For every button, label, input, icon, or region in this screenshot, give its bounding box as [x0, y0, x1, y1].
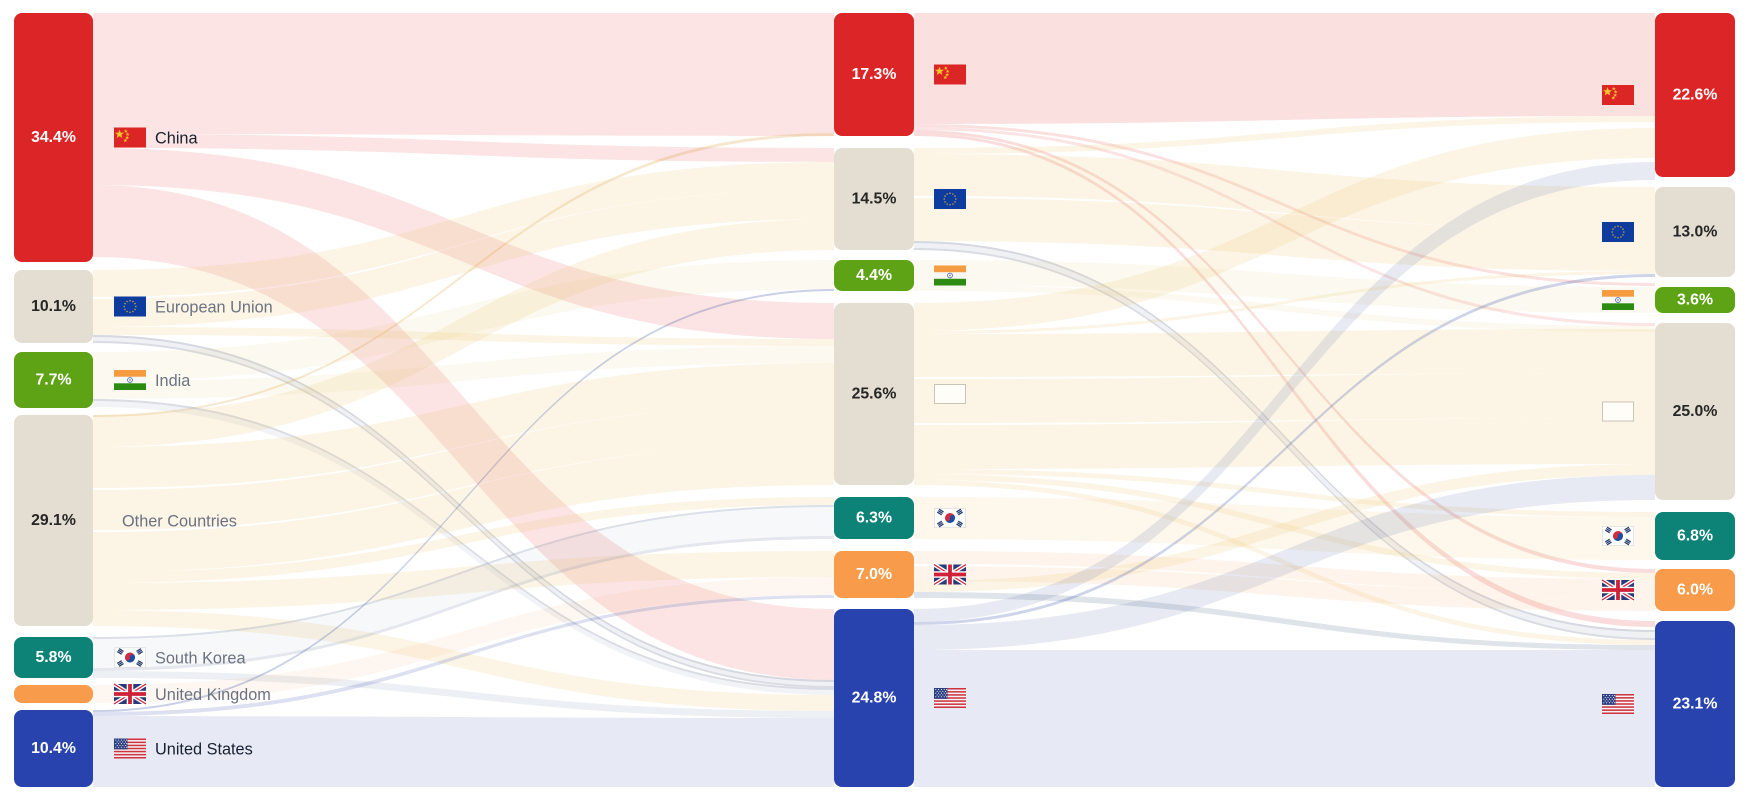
svg-text:South Korea: South Korea — [155, 650, 246, 668]
svg-text:34.4%: 34.4% — [31, 129, 76, 146]
svg-text:29.1%: 29.1% — [31, 512, 76, 529]
svg-text:10.4%: 10.4% — [31, 740, 76, 757]
svg-text:United States: United States — [155, 741, 253, 759]
svg-text:5.8%: 5.8% — [35, 649, 71, 666]
svg-text:25.0%: 25.0% — [1673, 403, 1718, 420]
svg-text:14.5%: 14.5% — [852, 191, 897, 208]
svg-text:23.1%: 23.1% — [1673, 696, 1718, 713]
svg-text:China: China — [155, 130, 198, 148]
svg-text:6.8%: 6.8% — [1677, 528, 1713, 545]
svg-text:17.3%: 17.3% — [852, 66, 897, 83]
svg-text:13.0%: 13.0% — [1673, 224, 1718, 241]
svg-text:22.6%: 22.6% — [1673, 87, 1718, 104]
svg-text:United Kingdom: United Kingdom — [155, 686, 271, 704]
svg-text:Other Countries: Other Countries — [122, 513, 237, 531]
svg-text:24.8%: 24.8% — [852, 690, 897, 707]
svg-text:7.7%: 7.7% — [35, 372, 71, 389]
svg-text:3.6%: 3.6% — [1677, 292, 1713, 309]
svg-text:25.6%: 25.6% — [852, 386, 897, 403]
svg-text:European Union: European Union — [155, 299, 273, 317]
svg-text:6.0%: 6.0% — [1677, 582, 1713, 599]
svg-text:10.1%: 10.1% — [31, 298, 76, 315]
svg-text:India: India — [155, 372, 191, 390]
svg-text:6.3%: 6.3% — [856, 510, 892, 527]
svg-text:4.4%: 4.4% — [856, 267, 892, 284]
svg-text:7.0%: 7.0% — [856, 566, 892, 583]
